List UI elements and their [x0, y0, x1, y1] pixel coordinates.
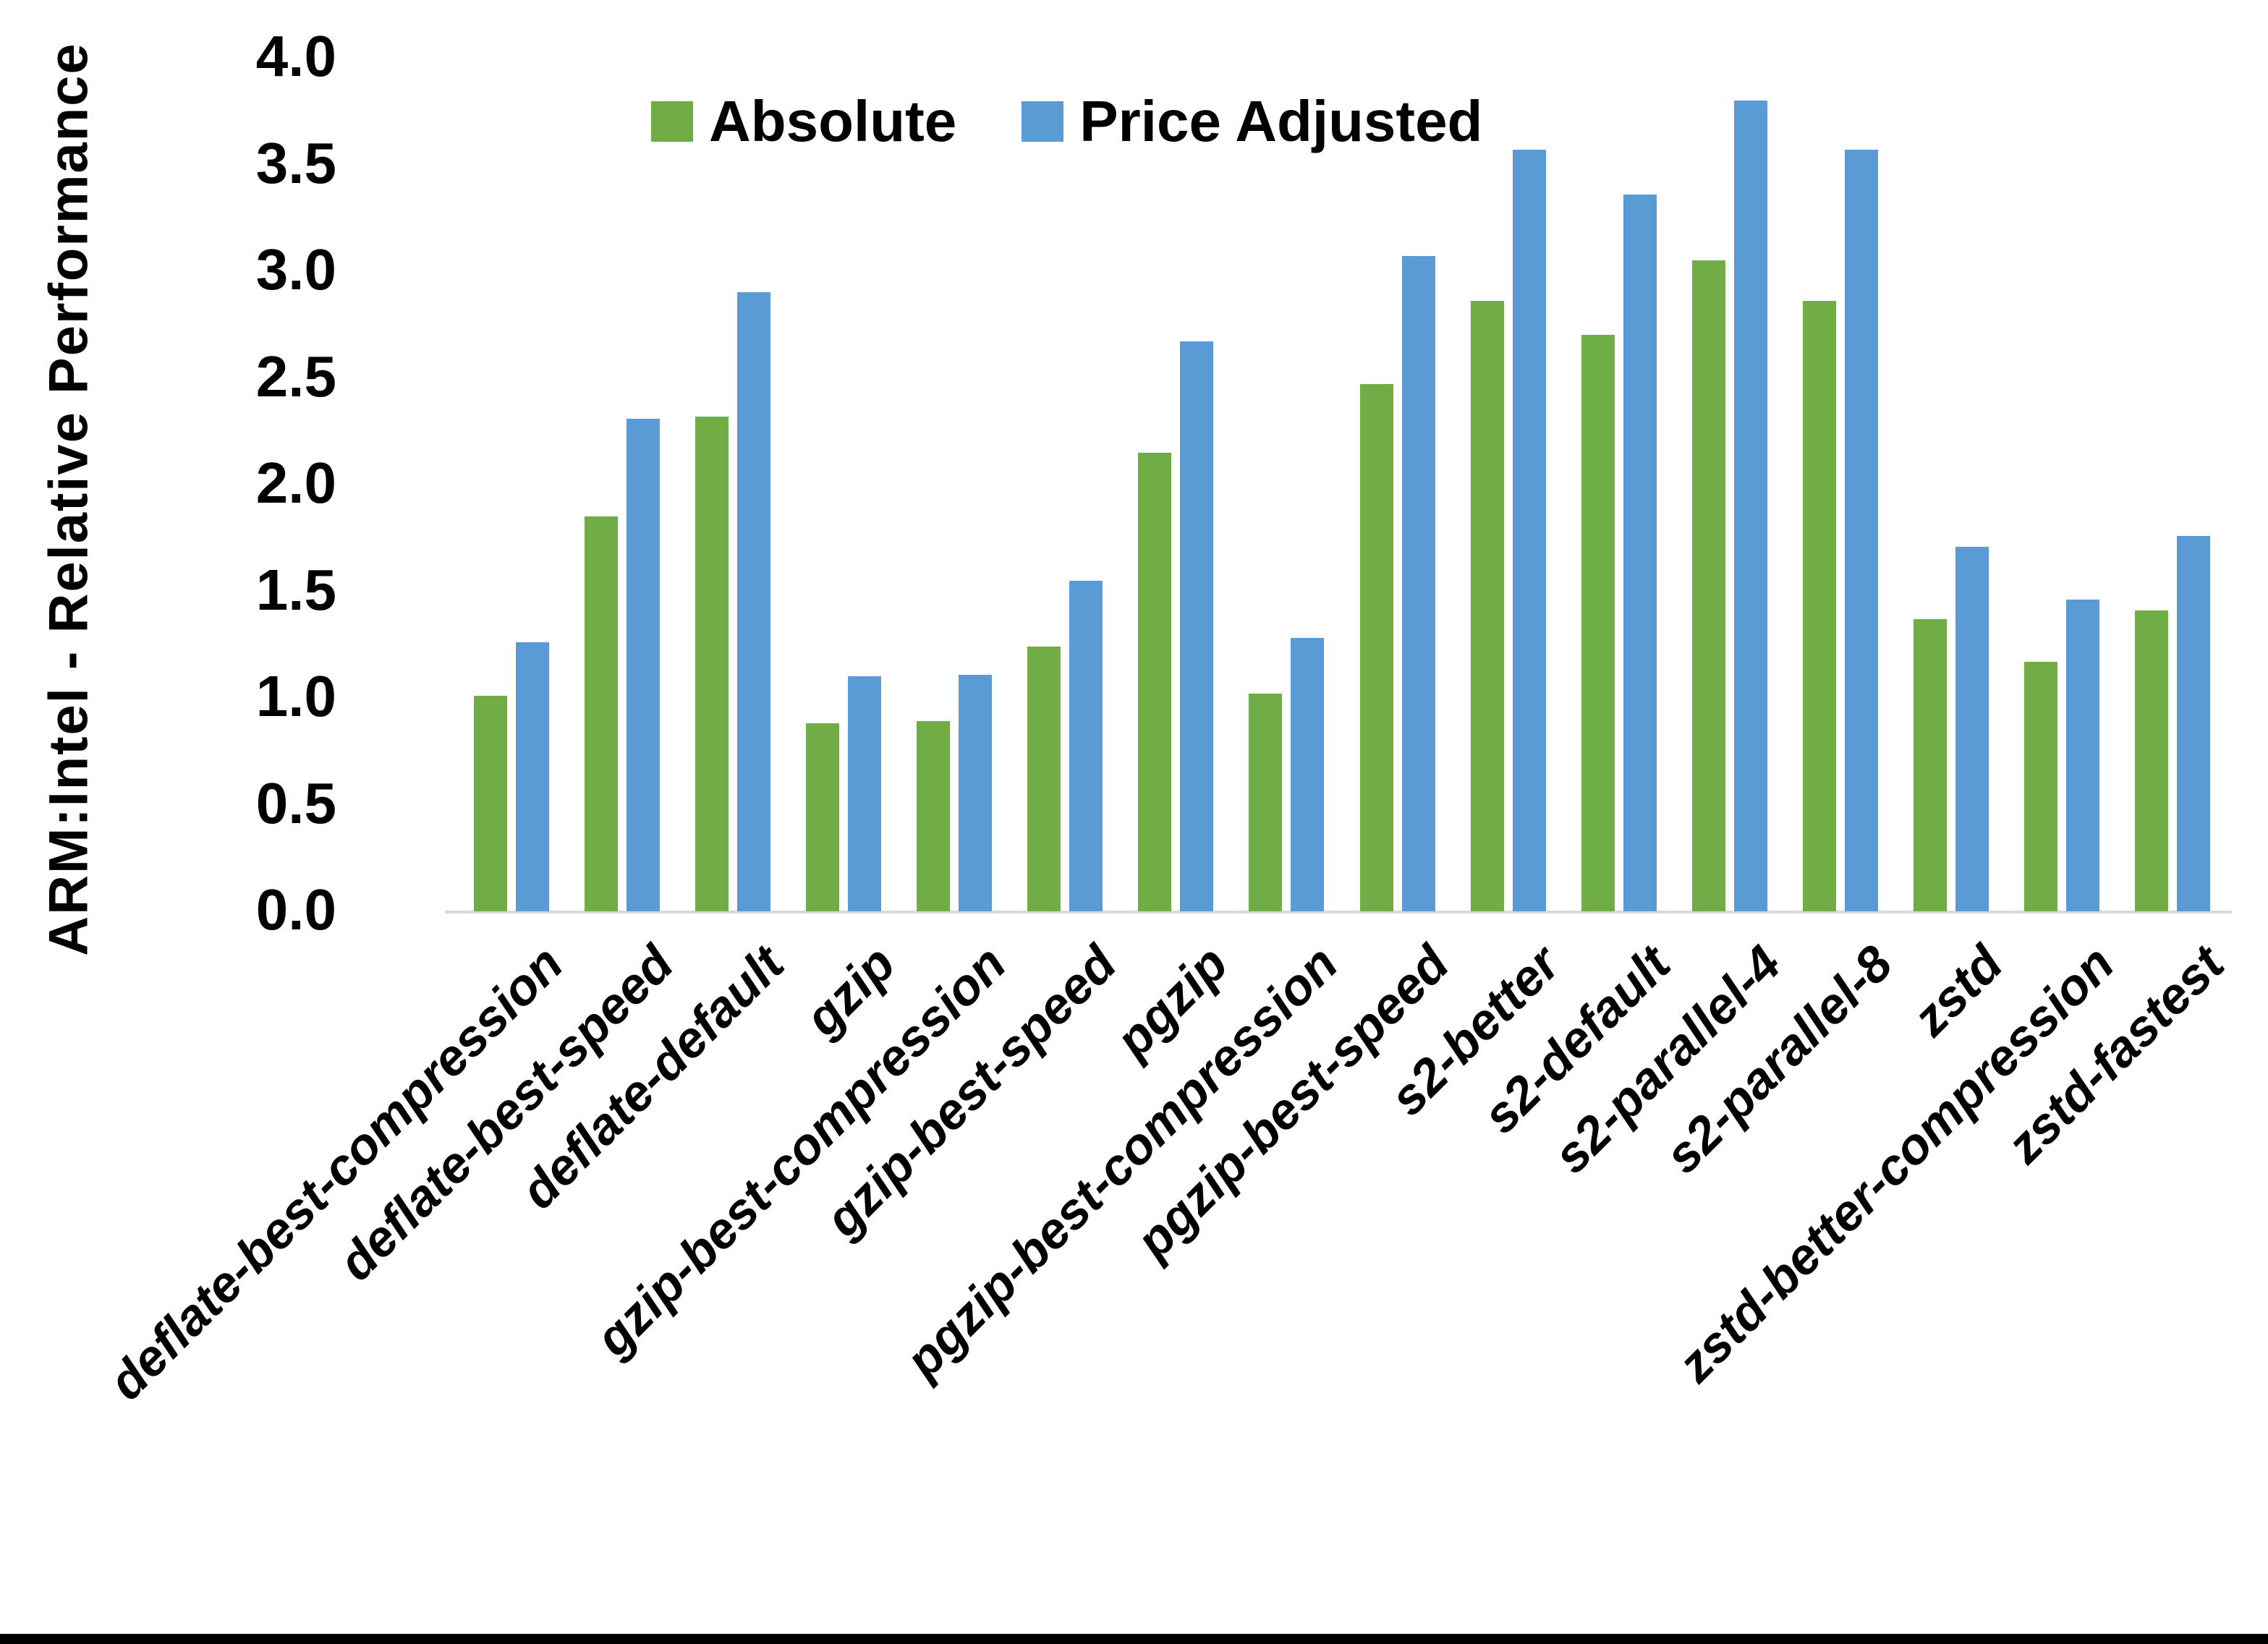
bar-price-adjusted-gzip-best-speed [1069, 581, 1103, 911]
y-tick-label-2.0: 2.0 [255, 451, 336, 516]
legend: Absolute Price Adjusted [651, 88, 1482, 155]
bar-absolute-deflate-default [695, 417, 729, 911]
y-tick-label-0.5: 0.5 [255, 770, 336, 835]
bar-absolute-zstd [1914, 619, 1948, 911]
legend-item-price-adjusted: Price Adjusted [1022, 88, 1482, 155]
y-tick-label-3.5: 3.5 [255, 130, 336, 195]
bar-absolute-zstd-better-compression [2024, 662, 2058, 911]
y-tick-label-1.5: 1.5 [255, 557, 336, 622]
bar-price-adjusted-gzip-best-compression [959, 675, 993, 911]
y-tick-label-1.0: 1.0 [255, 664, 336, 729]
bar-absolute-pgzip-best-compression [1249, 694, 1283, 911]
bar-absolute-pgzip [1138, 453, 1172, 911]
figure-bottom-border [0, 1634, 2268, 1644]
bar-price-adjusted-deflate-best-speed [626, 419, 660, 911]
bar-price-adjusted-zstd-better-compression [2066, 600, 2100, 911]
legend-item-absolute: Absolute [651, 88, 956, 155]
bar-absolute-s2-better [1470, 301, 1504, 911]
bar-price-adjusted-deflate-best-compression [515, 642, 549, 911]
bar-price-adjusted-deflate-default [736, 292, 770, 911]
bar-price-adjusted-zstd-fastest [2177, 536, 2211, 911]
bar-absolute-gzip-best-compression [917, 721, 951, 911]
legend-swatch-price-adjusted [1022, 101, 1064, 142]
legend-swatch-absolute [651, 101, 693, 142]
legend-label-absolute: Absolute [709, 89, 957, 153]
bar-absolute-gzip-best-speed [1027, 647, 1061, 911]
bar-price-adjusted-pgzip-best-compression [1291, 638, 1325, 911]
bar-price-adjusted-pgzip-best-speed [1401, 256, 1435, 911]
bar-price-adjusted-gzip [847, 676, 881, 911]
bar-price-adjusted-zstd [1955, 547, 1989, 911]
bar-absolute-zstd-fastest [2135, 610, 2169, 911]
bar-price-adjusted-s2-better [1512, 150, 1546, 911]
bar-price-adjusted-s2-default [1623, 195, 1657, 911]
x-label-deflate-best-compression: deflate-best-compression [97, 934, 574, 1411]
bar-price-adjusted-s2-parallel-8 [1845, 150, 1879, 911]
y-tick-label-4.0: 4.0 [255, 24, 336, 89]
y-tick-label-0.0: 0.0 [255, 877, 336, 942]
y-tick-label-3.0: 3.0 [255, 237, 336, 302]
bar-absolute-deflate-best-compression [473, 696, 507, 911]
bar-absolute-s2-parallel-8 [1803, 301, 1837, 911]
bar-price-adjusted-pgzip [1180, 341, 1214, 911]
bar-absolute-gzip [805, 723, 839, 911]
bar-absolute-pgzip-best-speed [1359, 384, 1393, 911]
bar-price-adjusted-s2-parallel-4 [1733, 101, 1767, 911]
legend-label-price-adjusted: Price Adjusted [1079, 89, 1483, 153]
bar-absolute-deflate-best-speed [584, 516, 618, 911]
x-axis-line [445, 911, 2232, 913]
bar-absolute-s2-parallel-4 [1691, 260, 1725, 911]
bar-absolute-s2-default [1581, 335, 1615, 911]
y-tick-label-2.5: 2.5 [255, 344, 336, 409]
